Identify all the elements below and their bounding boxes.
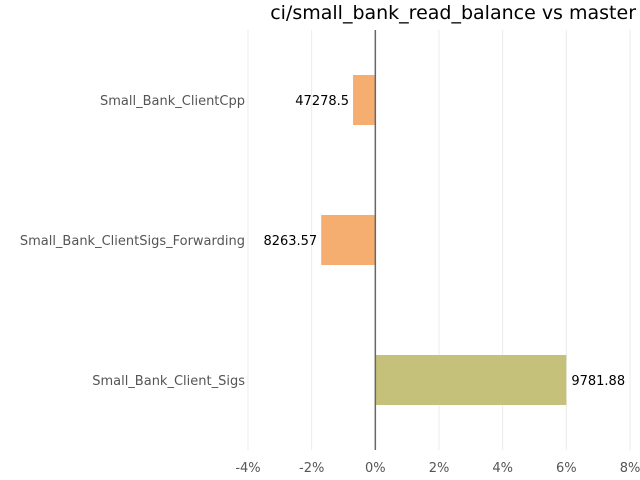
data-label: 8263.57 — [263, 234, 317, 249]
x-tick-label: 8% — [620, 461, 640, 476]
x-tick-label: 2% — [429, 461, 450, 476]
bar — [375, 355, 567, 405]
data-label: 47278.5 — [295, 94, 349, 109]
bars — [321, 75, 567, 405]
bar — [321, 215, 376, 265]
x-tick-label: 6% — [556, 461, 577, 476]
data-label: 9781.88 — [571, 374, 625, 389]
y-axis: Small_Bank_ClientCpp Small_Bank_ClientSig… — [20, 94, 245, 389]
category-label: Small_Bank_ClientSigs_Forwarding — [20, 234, 245, 249]
x-axis: -4% -2% 0% 2% 4% 6% 8% — [235, 461, 640, 476]
data-labels: 47278.5 8263.57 9781.88 — [263, 94, 625, 389]
category-label: Small_Bank_Client_Sigs — [92, 374, 245, 389]
x-tick-label: -4% — [235, 461, 260, 476]
chart-title: ci/small_bank_read_balance vs master — [270, 2, 636, 24]
category-label: Small_Bank_ClientCpp — [100, 94, 245, 109]
x-tick-label: 4% — [492, 461, 513, 476]
bar — [353, 75, 376, 125]
x-tick-label: 0% — [365, 461, 386, 476]
x-tick-label: -2% — [299, 461, 324, 476]
